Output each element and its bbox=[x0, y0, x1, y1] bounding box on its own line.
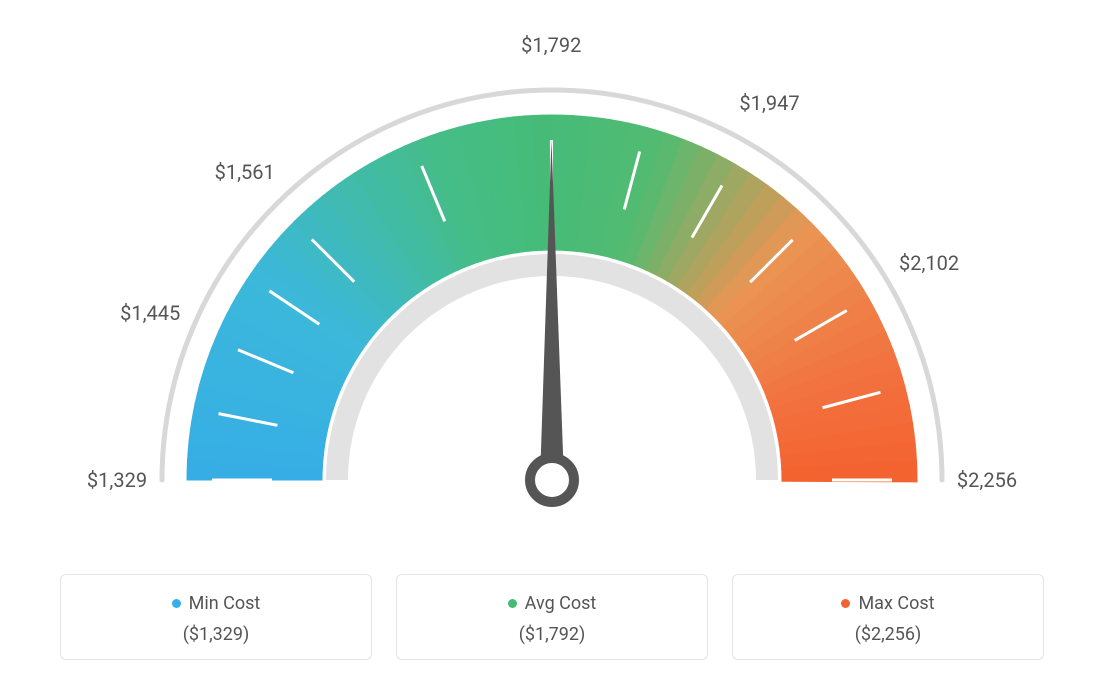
gauge-tick-label: $1,947 bbox=[739, 91, 799, 115]
legend-value-avg: ($1,792) bbox=[409, 624, 695, 645]
legend-value-min: ($1,329) bbox=[73, 624, 359, 645]
gauge-tick-label: $1,561 bbox=[215, 160, 275, 184]
dot-icon bbox=[172, 599, 181, 608]
gauge-tick-label: $1,329 bbox=[87, 468, 147, 492]
legend-row: Min Cost ($1,329) Avg Cost ($1,792) Max … bbox=[60, 574, 1044, 660]
legend-label-max: Max Cost bbox=[745, 593, 1031, 614]
legend-card-max: Max Cost ($2,256) bbox=[732, 574, 1044, 660]
dot-icon bbox=[508, 599, 517, 608]
gauge-tick-label: $1,792 bbox=[521, 33, 581, 57]
legend-label-min: Min Cost bbox=[73, 593, 359, 614]
gauge-tick-label: $2,102 bbox=[899, 251, 959, 275]
legend-card-min: Min Cost ($1,329) bbox=[60, 574, 372, 660]
legend-label-text: Avg Cost bbox=[525, 593, 597, 614]
legend-value-max: ($2,256) bbox=[745, 624, 1031, 645]
gauge-chart: $1,329 $1,445 $1,561 $1,792 $1,947 $2,102 $2,2… bbox=[0, 0, 1104, 520]
legend-label-text: Min Cost bbox=[189, 593, 261, 614]
gauge-tick-label: $2,256 bbox=[957, 468, 1017, 492]
legend-label-text: Max Cost bbox=[858, 593, 934, 614]
legend-card-avg: Avg Cost ($1,792) bbox=[396, 574, 708, 660]
gauge-tick-label: $1,445 bbox=[120, 301, 180, 325]
legend-label-avg: Avg Cost bbox=[409, 593, 695, 614]
dot-icon bbox=[841, 599, 850, 608]
